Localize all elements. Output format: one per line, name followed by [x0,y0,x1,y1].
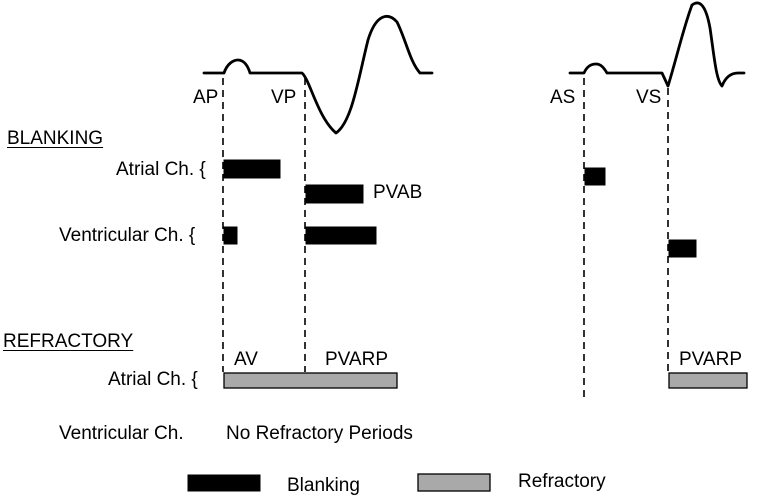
atrial-blanking-paced-bar [223,159,281,179]
refractory-atrial-row-label: Atrial Ch. { [108,369,198,390]
av-label: AV [234,349,258,370]
legend-blanking-swatch [187,474,261,492]
refractory-ventricular-row-label: Ventricular Ch. [59,423,184,444]
blanking-ventricular-row-label: Ventricular Ch. { [59,225,196,246]
legend-refractory-swatch [417,473,491,492]
legend-blanking-label: Blanking [287,475,360,496]
no-refractory-note: No Refractory Periods [226,423,413,444]
blanking-heading: BLANKING [7,128,104,149]
blanking-atrial-row-label: Atrial Ch. { [116,159,206,180]
vp-marker-label: VP [271,87,297,108]
ventricular-blanking-vs-bar [668,239,697,258]
paced-ecg-waveform [202,15,434,135]
refractory-heading: REFRACTORY [3,331,134,352]
pvarp-paced-label: PVARP [325,349,389,370]
legend-refractory-label: Refractory [518,471,606,492]
pvab-label: PVAB [373,182,423,203]
as-marker-label: AS [550,87,576,108]
ventricular-blanking-vp-bar [305,226,377,245]
pvarp-sensed-label: PVARP [679,349,743,370]
av-pvarp-refractory-bar [223,372,398,389]
ventricular-blanking-ap-bar [223,226,238,245]
pvarp-sensed-refractory-bar [668,372,748,389]
ap-marker-label: AP [193,87,219,108]
atrial-blanking-sensed-bar [584,167,606,186]
vs-marker-label: VS [636,87,662,108]
sensed-ecg-waveform [568,1,746,88]
pvab-bar [305,184,364,204]
